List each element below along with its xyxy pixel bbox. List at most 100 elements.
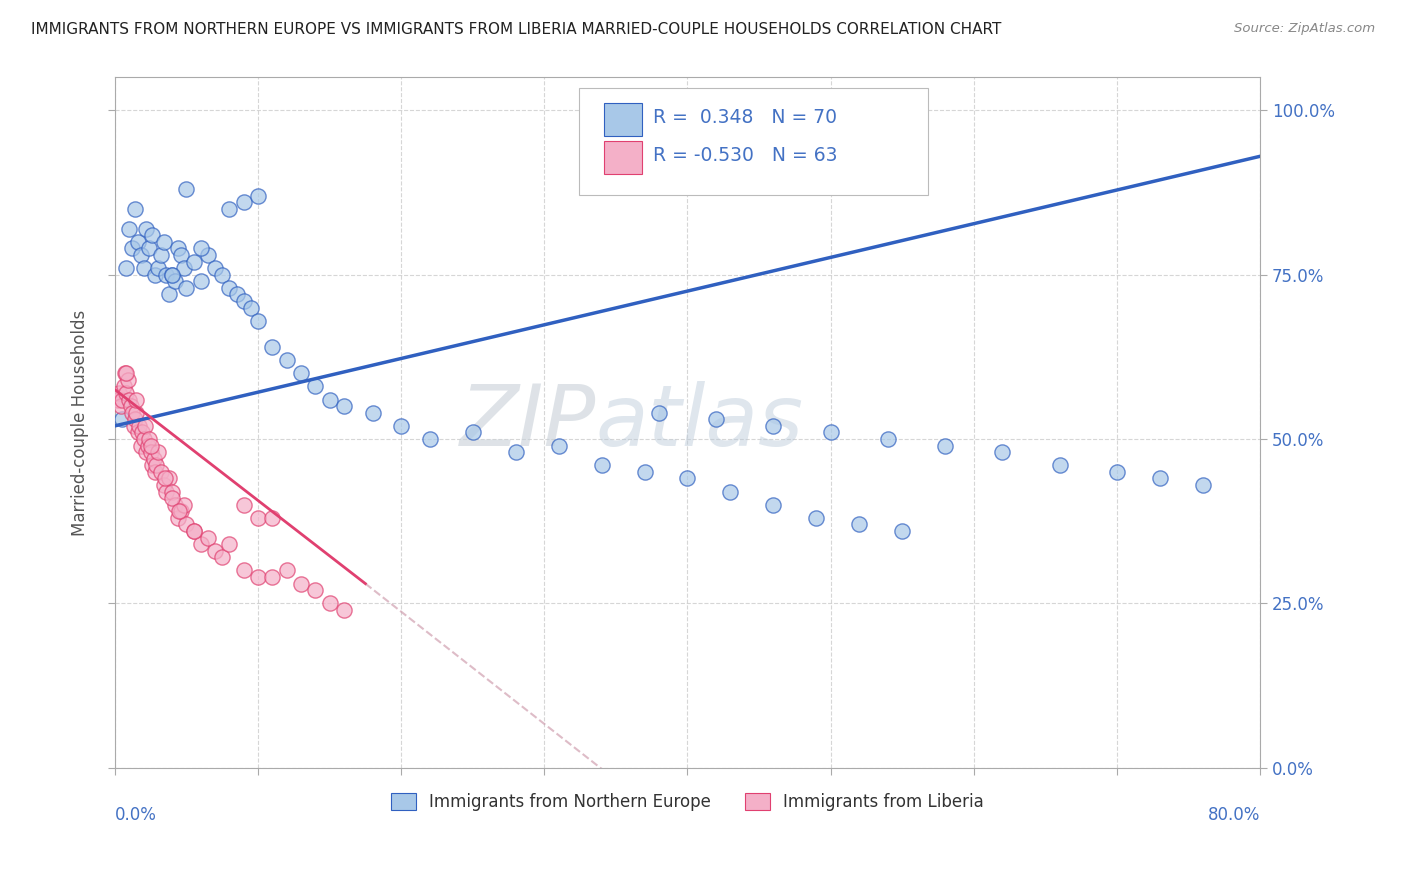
Point xyxy=(318,596,340,610)
Point xyxy=(547,439,569,453)
Point xyxy=(1149,471,1171,485)
Point xyxy=(218,202,240,216)
Point xyxy=(160,484,183,499)
Point xyxy=(124,202,146,216)
Text: 0.0%: 0.0% xyxy=(115,805,157,823)
Point xyxy=(304,379,326,393)
Point xyxy=(121,406,143,420)
Point xyxy=(143,268,166,282)
Point xyxy=(247,511,270,525)
Point xyxy=(157,471,180,485)
Point xyxy=(170,248,193,262)
Point xyxy=(762,418,785,433)
Point xyxy=(135,445,157,459)
Point xyxy=(131,425,153,440)
Point xyxy=(139,445,162,459)
Text: Source: ZipAtlas.com: Source: ZipAtlas.com xyxy=(1234,22,1375,36)
Point xyxy=(648,406,671,420)
Point xyxy=(128,418,150,433)
Point xyxy=(146,445,169,459)
Point xyxy=(173,261,195,276)
Point xyxy=(239,301,262,315)
Point xyxy=(165,498,187,512)
Point xyxy=(318,392,340,407)
Point xyxy=(232,564,254,578)
Point xyxy=(108,386,131,401)
Point xyxy=(115,261,138,276)
Point xyxy=(190,537,212,551)
Point xyxy=(132,261,155,276)
Point xyxy=(848,517,870,532)
Point xyxy=(160,268,183,282)
Point xyxy=(167,511,190,525)
Point xyxy=(122,418,145,433)
Text: R =  0.348   N = 70: R = 0.348 N = 70 xyxy=(654,108,837,127)
Bar xyxy=(603,103,641,136)
Point xyxy=(1105,465,1128,479)
Point xyxy=(232,293,254,308)
Point xyxy=(361,406,384,420)
Point xyxy=(197,248,219,262)
Point xyxy=(333,603,356,617)
Legend: Immigrants from Northern Europe, Immigrants from Liberia: Immigrants from Northern Europe, Immigra… xyxy=(384,787,990,818)
Point xyxy=(211,268,233,282)
Point xyxy=(211,550,233,565)
Point xyxy=(183,254,205,268)
Point xyxy=(115,386,138,401)
Point xyxy=(333,399,356,413)
Point xyxy=(262,340,284,354)
Point xyxy=(204,543,226,558)
Point xyxy=(991,445,1014,459)
Point xyxy=(1191,478,1213,492)
Point xyxy=(167,241,190,255)
Point xyxy=(115,366,138,380)
Point xyxy=(111,412,134,426)
Point xyxy=(232,195,254,210)
Point xyxy=(118,221,141,235)
Point xyxy=(891,524,914,538)
Point xyxy=(204,261,226,276)
FancyBboxPatch shape xyxy=(579,87,928,194)
Text: atlas: atlas xyxy=(596,381,804,464)
Point xyxy=(183,524,205,538)
Point xyxy=(138,432,160,446)
Point xyxy=(134,418,156,433)
Point xyxy=(121,241,143,255)
Point xyxy=(141,228,163,243)
Point xyxy=(169,504,191,518)
Point xyxy=(197,531,219,545)
Point xyxy=(820,425,842,440)
Point xyxy=(262,570,284,584)
Point xyxy=(276,564,298,578)
Point xyxy=(127,235,149,249)
Point xyxy=(247,188,270,202)
Point xyxy=(142,451,165,466)
Point xyxy=(146,261,169,276)
Point xyxy=(934,439,956,453)
Point xyxy=(155,268,177,282)
Point xyxy=(124,412,146,426)
Point xyxy=(633,465,655,479)
Point xyxy=(136,439,159,453)
Point xyxy=(718,484,741,499)
Point xyxy=(165,274,187,288)
Point xyxy=(290,366,312,380)
Point xyxy=(176,517,198,532)
Point xyxy=(127,425,149,440)
Point xyxy=(1049,458,1071,473)
Point xyxy=(152,235,174,249)
Point xyxy=(112,379,135,393)
Point xyxy=(143,465,166,479)
Point xyxy=(505,445,527,459)
Point xyxy=(704,412,727,426)
Point xyxy=(111,392,134,407)
Text: IMMIGRANTS FROM NORTHERN EUROPE VS IMMIGRANTS FROM LIBERIA MARRIED-COUPLE HOUSEH: IMMIGRANTS FROM NORTHERN EUROPE VS IMMIG… xyxy=(31,22,1001,37)
Point xyxy=(160,268,183,282)
Point xyxy=(107,392,129,407)
Point xyxy=(806,511,828,525)
Point xyxy=(173,498,195,512)
Point xyxy=(262,511,284,525)
Point xyxy=(139,439,162,453)
Point xyxy=(225,287,247,301)
Point xyxy=(118,392,141,407)
